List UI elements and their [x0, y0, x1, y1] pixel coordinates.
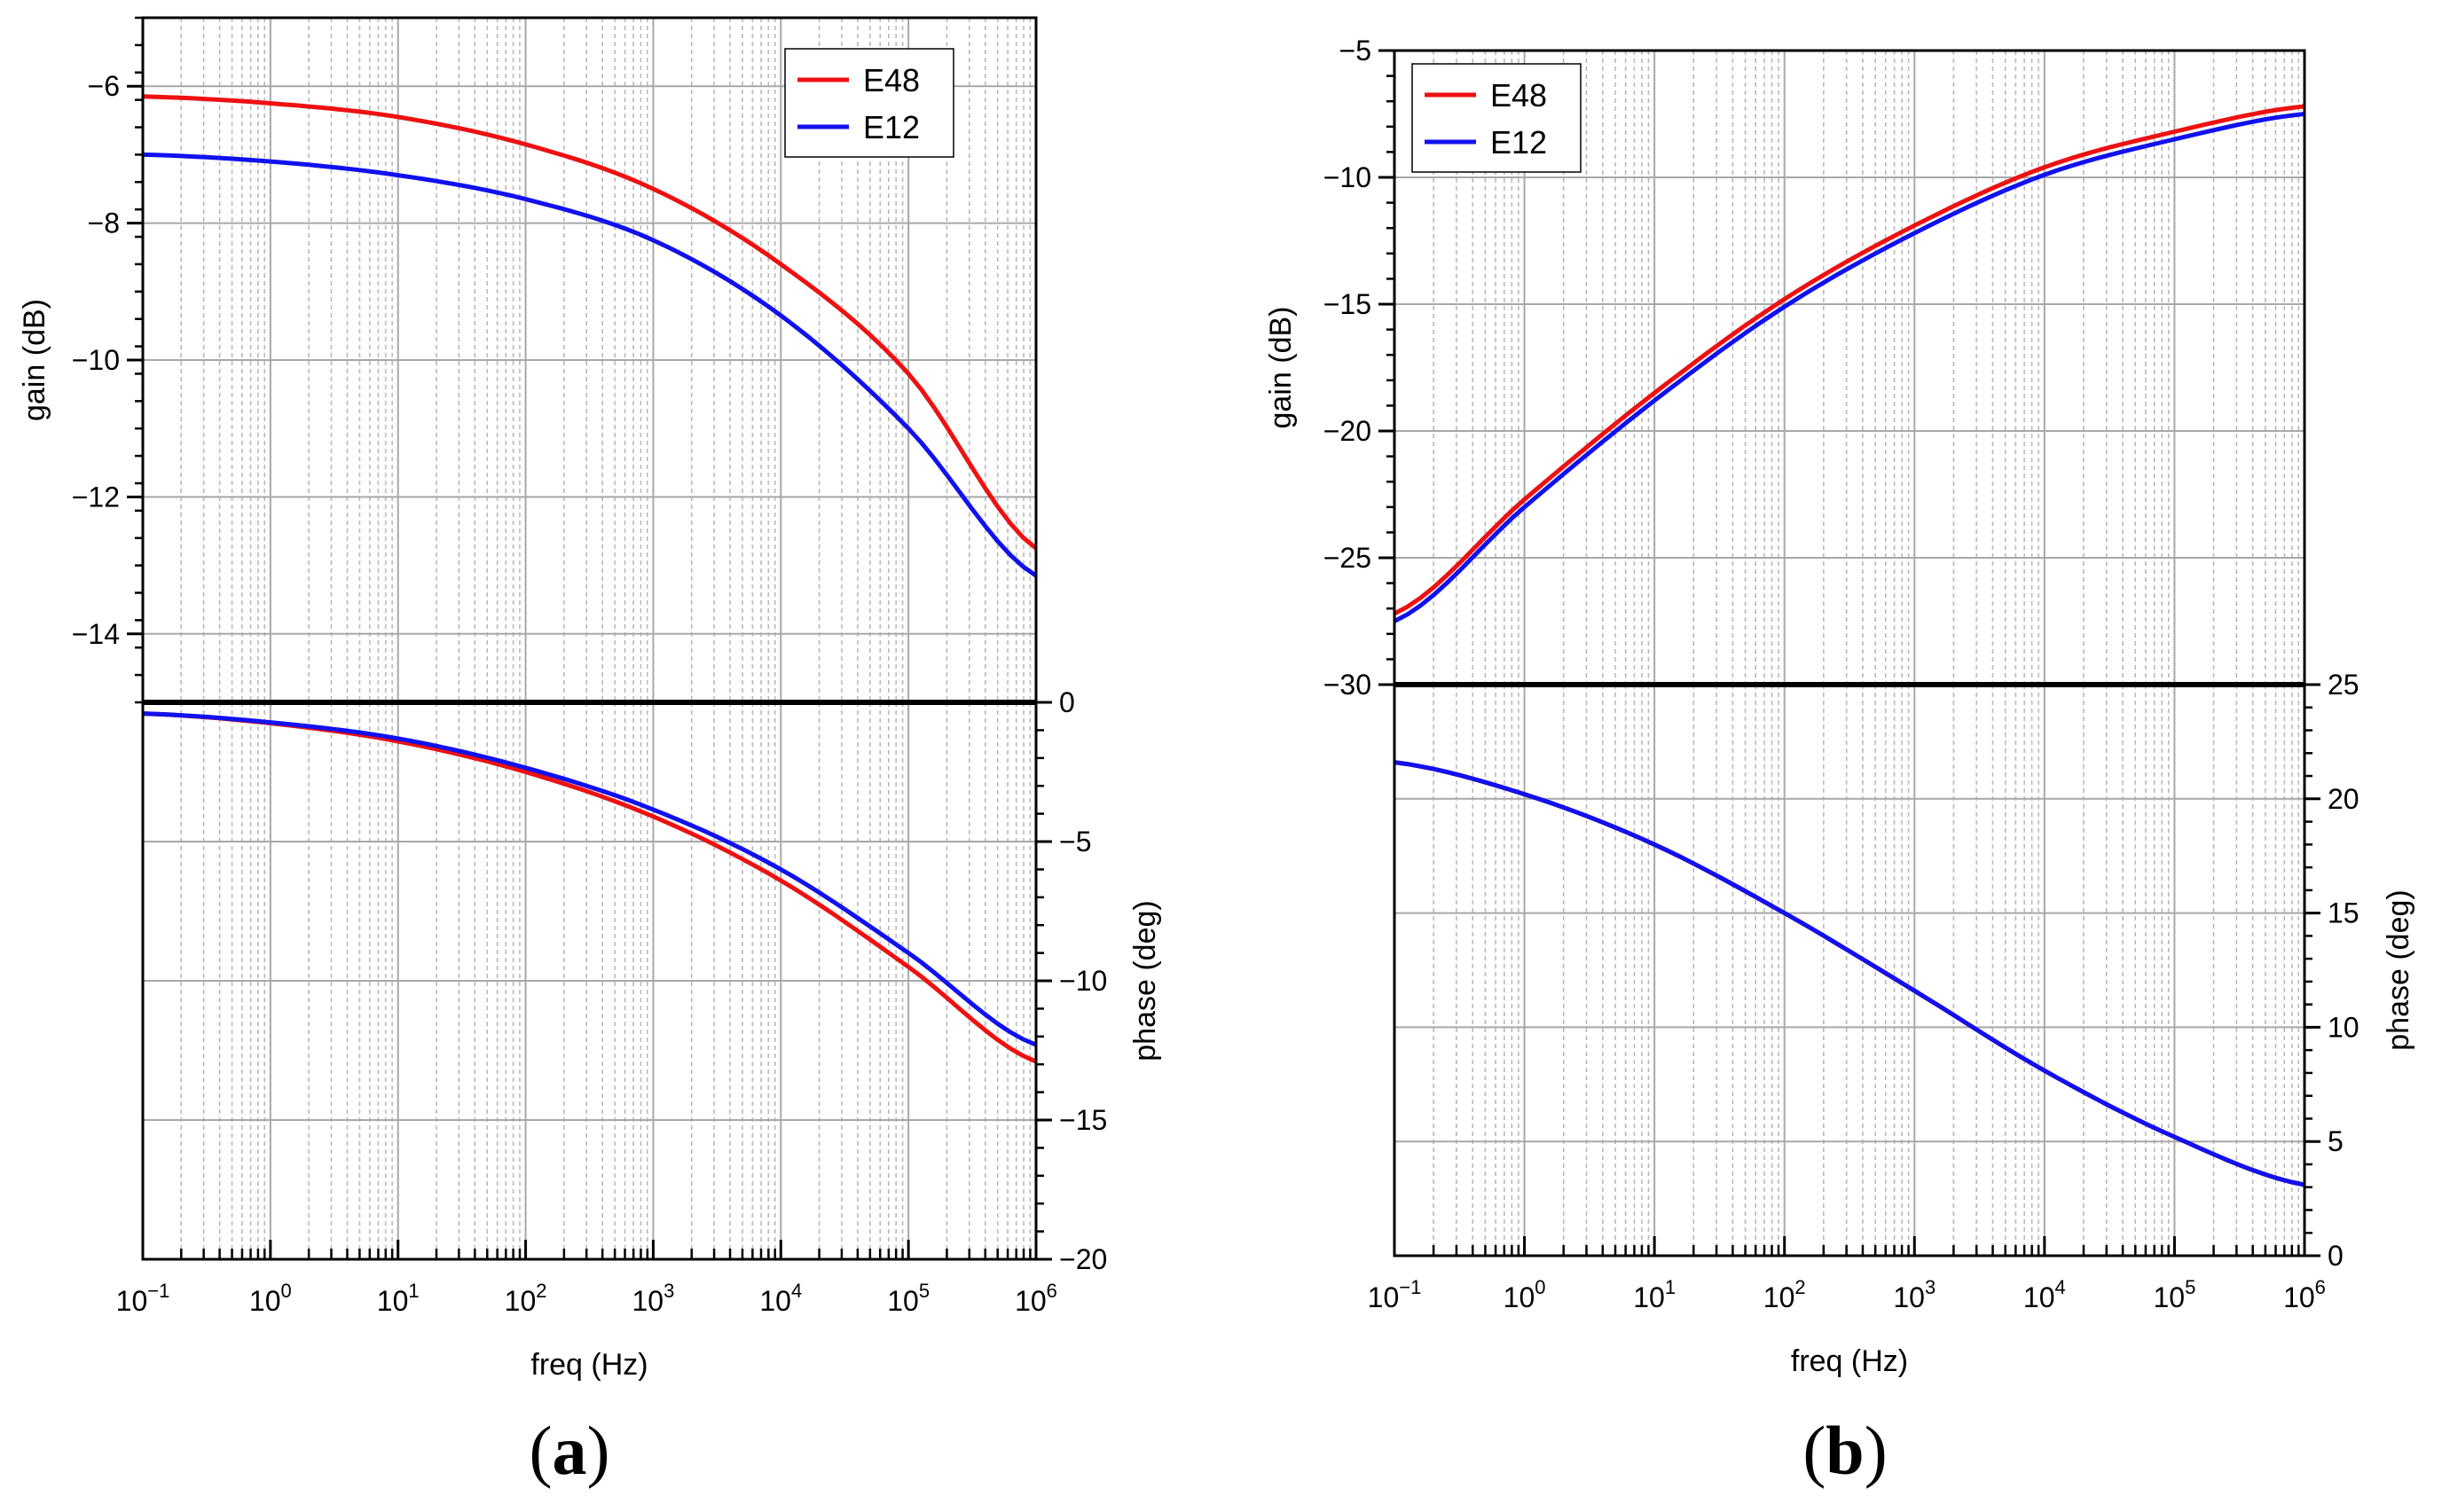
x-tick-label: 103	[1893, 1276, 1936, 1313]
x-tick-label: 101	[377, 1280, 420, 1317]
y-axis-label: gain (dB)	[1264, 307, 1298, 429]
legend-label-e48: E48	[863, 62, 920, 98]
y-tick-label: −8	[88, 208, 120, 239]
y-tick-label: −30	[1323, 669, 1371, 701]
x-tick-label: 102	[1763, 1276, 1806, 1313]
y-tick-label: −20	[1059, 1243, 1107, 1275]
x-tick-label: 10−1	[1368, 1276, 1422, 1313]
series-line-e12	[1394, 760, 2305, 1187]
x-tick-label: 100	[249, 1280, 292, 1317]
y-tick-label: 10	[2328, 1011, 2360, 1043]
x-tick-label: 105	[887, 1280, 930, 1317]
y-tick-label: −10	[1059, 965, 1107, 997]
legend-label-e48: E48	[1490, 77, 1547, 114]
x-tick-label: 104	[2023, 1276, 2066, 1313]
y-axis-label: gain (dB)	[18, 299, 51, 421]
y-tick-label: 20	[2328, 783, 2360, 815]
y-axis: −14 −12 −10 −8 −6	[72, 16, 143, 704]
panel-label-b: (b)	[1802, 1412, 1887, 1489]
y-tick-label: 0	[2328, 1240, 2344, 1272]
x-tick-label: 102	[505, 1280, 547, 1317]
y-tick-label: −20	[1323, 415, 1371, 447]
x-tick-label: 106	[2283, 1276, 2326, 1313]
y-tick-label: −15	[1059, 1104, 1107, 1136]
x-tick-label: 101	[1633, 1276, 1676, 1313]
series-line-e48	[143, 94, 1036, 551]
legend-box	[1411, 63, 1582, 173]
y-tick-label: −15	[1323, 288, 1371, 320]
y-tick-label: 5	[2328, 1125, 2344, 1157]
x-tick-label: 10−1	[116, 1280, 170, 1317]
y-tick-label: −5	[1339, 35, 1371, 67]
y-axis: 0 5 10 15 20 25	[2305, 669, 2360, 1272]
y-tick-label: −6	[88, 70, 120, 102]
y-axis-label: phase (deg)	[1128, 900, 1162, 1061]
y-axis-label: phase (deg)	[2382, 889, 2415, 1050]
y-tick-label: 15	[2328, 897, 2360, 929]
series-line-e12	[143, 711, 1036, 1047]
x-tick-label: 103	[632, 1280, 675, 1317]
x-tick-label: 106	[1015, 1280, 1057, 1317]
x-axis-label: freq (Hz)	[530, 1348, 648, 1382]
y-tick-label: −12	[72, 481, 120, 513]
x-tick-label: 105	[2154, 1276, 2196, 1313]
x-tick-label: 104	[759, 1280, 802, 1317]
x-axis: 10−1 100 101 102 103 104 105 106	[1368, 1236, 2326, 1313]
y-tick-label: −25	[1323, 542, 1371, 574]
y-axis: −20 −15 −10 −5 0	[1036, 686, 1107, 1275]
series-line-e12	[143, 152, 1036, 578]
y-tick-label: 25	[2328, 669, 2360, 701]
x-tick-label: 100	[1504, 1276, 1546, 1313]
x-axis-label: freq (Hz)	[1791, 1344, 1908, 1378]
y-tick-label: 0	[1059, 686, 1075, 718]
panel-label-a: (a)	[530, 1412, 610, 1489]
y-tick-label: −14	[72, 618, 120, 650]
legend-label-e12: E12	[1490, 124, 1547, 161]
chart-b-phase: 0 5 10 15 20 25 phase (deg) 10−1 100 101 102 103 104…	[1368, 669, 2415, 1378]
legend-label-e12: E12	[863, 109, 920, 145]
x-axis: 10−1 100 101 102 103 104 105 106	[116, 1240, 1057, 1317]
series-line-e12	[1394, 112, 2305, 623]
y-tick-label: −10	[72, 344, 120, 376]
y-tick-label: −10	[1323, 161, 1371, 193]
legend-box	[784, 48, 954, 158]
y-axis: −30 −25 −20 −15 −10 −5	[1323, 35, 1394, 701]
y-tick-label: −5	[1059, 826, 1091, 858]
series-line-e48	[1394, 104, 2305, 616]
